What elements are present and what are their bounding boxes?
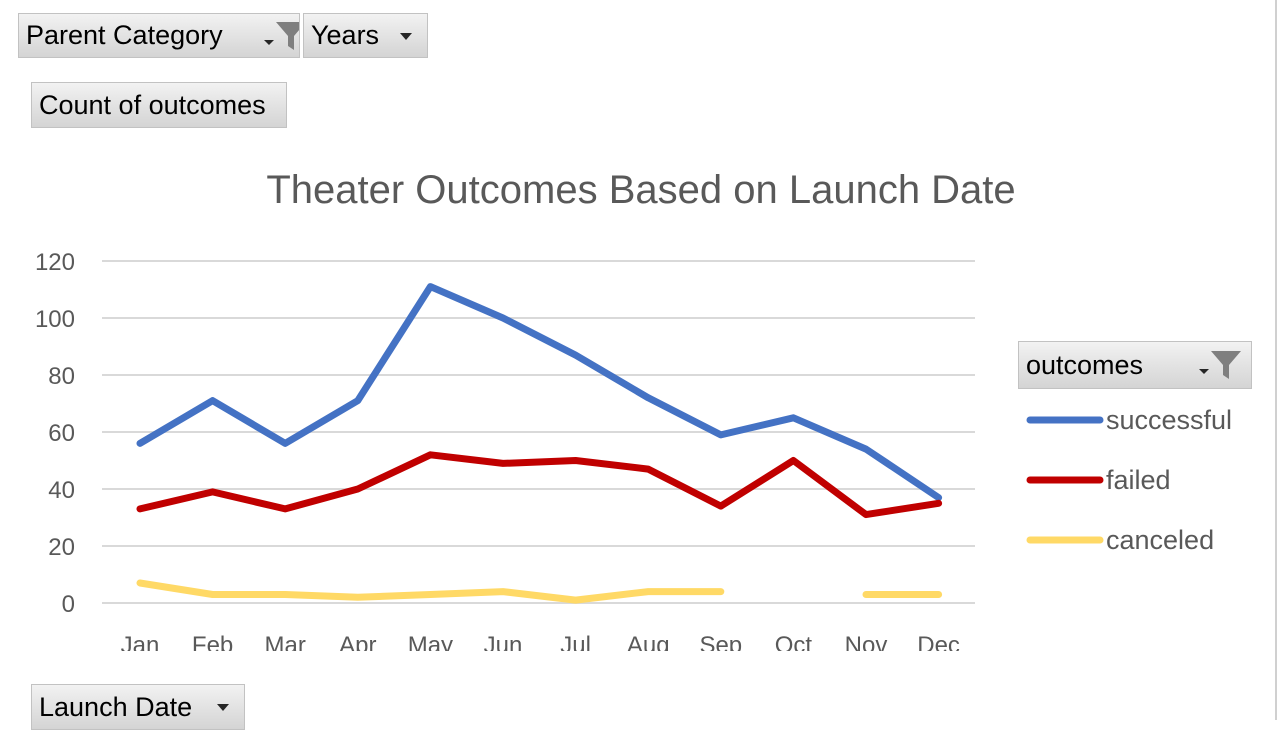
chevron-down-icon [1199,369,1209,374]
funnel-filter-icon [276,21,299,50]
legend-field-button[interactable]: outcomes [1018,341,1252,389]
chevron-down-icon [264,39,274,45]
chevron-down-icon [217,704,229,711]
values-field-label: Count of outcomes [39,89,266,120]
parent-category-label: Parent Category [26,20,223,50]
chevron-down-icon [400,32,412,40]
parent-category-filter-button[interactable]: Parent Category [18,13,300,58]
years-label: Years [311,20,380,50]
legend-field-label: outcomes [1026,349,1144,380]
axis-field-label: Launch Date [39,691,193,722]
axis-field-button[interactable]: Launch Date [31,684,245,730]
years-filter-button[interactable]: Years [303,13,428,58]
funnel-filter-icon [1211,351,1241,379]
values-field-button[interactable]: Count of outcomes [31,82,287,128]
